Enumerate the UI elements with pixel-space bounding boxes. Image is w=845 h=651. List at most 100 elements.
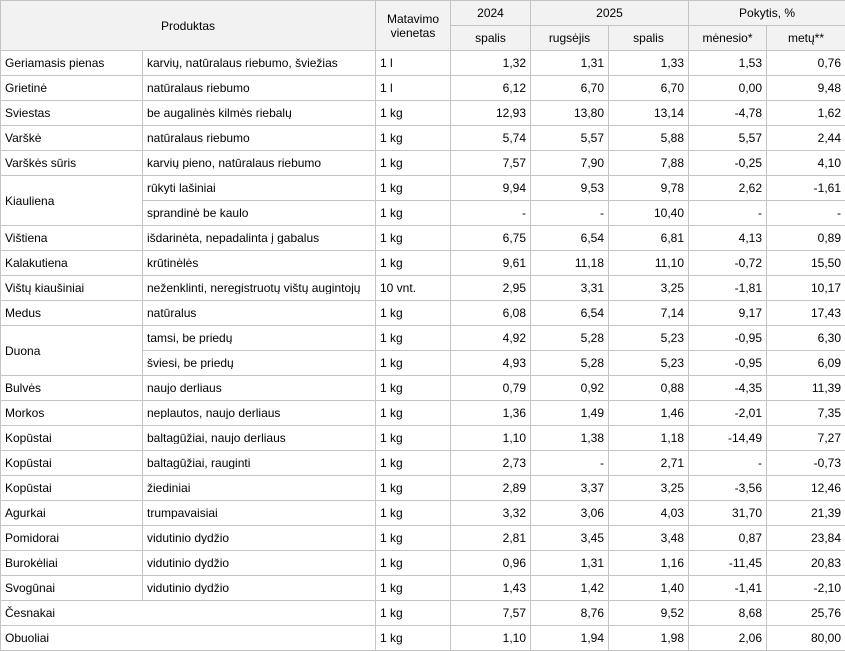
- value-cell: 2,62: [688, 175, 768, 201]
- product-cell: Sviestas: [0, 100, 143, 126]
- product-cell: Obuoliai: [0, 625, 376, 651]
- value-cell: 1,40: [607, 575, 690, 601]
- description-text: išdarinėta, nepadalinta į gabalus: [147, 232, 320, 244]
- table-row: Obuoliai 1 kg 1,10 1,94 1,98 2,06 80,00: [0, 625, 845, 651]
- header-year: 2024: [450, 0, 531, 26]
- value-cell: 13,80: [530, 100, 609, 126]
- table-row: Pomidorai vidutinio dydžio 1 kg 2,81 3,45 3,4…: [0, 525, 845, 551]
- value-cell: -: [530, 200, 609, 226]
- product-cell: Kopūstai: [0, 425, 143, 451]
- header-unit: Matavimo vienetas: [375, 0, 451, 51]
- value-cell: 23,84: [766, 525, 845, 551]
- header-change: Pokytis, %: [688, 0, 845, 26]
- value-cell: 1,98: [607, 625, 690, 651]
- table-row: Vištų kiaušiniai neženklinti, neregistruo…: [0, 275, 845, 301]
- value-cell: 1,10: [450, 625, 531, 651]
- value-cell: 80,00: [766, 625, 845, 651]
- value-cell: 5,28: [530, 350, 609, 376]
- product-cell: Medus: [0, 300, 143, 326]
- table-row: Medus natūralus 1 kg 6,08 6,54 7,14 9,17 17,43: [0, 300, 845, 326]
- value-cell: 9,61: [450, 250, 531, 276]
- value-cell: 1,46: [607, 400, 690, 426]
- table-row: Kopūstai žiediniai 1 kg 2,89 3,37 3,25 -3,56 12…: [0, 475, 845, 501]
- value-cell: 3,48: [607, 525, 690, 551]
- value-cell: 6,70: [607, 75, 690, 101]
- unit-cell: 1 l: [375, 75, 451, 101]
- value-cell: 0,89: [766, 225, 845, 251]
- value-cell: 13,14: [607, 100, 690, 126]
- description-text: vidutinio dydžio: [147, 557, 230, 569]
- table-row: Kiauliena rūkyti lašiniai 1 kg 9,94 9,53 9,78…: [0, 175, 845, 226]
- table-row: Varškė natūralaus riebumo 1 kg 5,74 5,57 5,88…: [0, 125, 845, 151]
- unit-cell: 1 kg: [375, 200, 451, 226]
- description-cell: rūkyti lašiniai: [142, 175, 376, 201]
- unit-cell: 1 kg: [375, 100, 451, 126]
- unit-cell: 1 kg: [375, 550, 451, 576]
- header-sub: metų**: [766, 25, 845, 51]
- table-row: Kopūstai baltagūžiai, naujo derliaus 1 kg 1…: [0, 425, 845, 451]
- product-cell: Duona: [0, 325, 143, 376]
- description-cell: vidutinio dydžio: [142, 550, 376, 576]
- value-cell: 1,32: [450, 50, 531, 76]
- product-cell: Burokėliai: [0, 550, 143, 576]
- description-cell: karvių pieno, natūralaus riebumo: [142, 150, 376, 176]
- value-cell: 9,78: [607, 175, 690, 201]
- table-row: Kopūstai baltagūžiai, rauginti 1 kg 2,73-2,…: [0, 450, 845, 476]
- table-row: Duona tamsi, be priedų 1 kg 4,92 5,28 5,23 -0,…: [0, 325, 845, 376]
- description-text: natūralus: [147, 307, 197, 319]
- product-cell: Česnakai: [0, 600, 376, 626]
- description-text: baltagūžiai, rauginti: [147, 457, 251, 469]
- value-cell: 3,37: [530, 475, 609, 501]
- description-cell: natūralaus riebumo: [142, 125, 376, 151]
- value-cell: 7,57: [450, 600, 531, 626]
- description-cell: be augalinės kilmės riebalų: [142, 100, 376, 126]
- description-text: karvių, natūralaus riebumo, šviežias: [147, 57, 338, 69]
- value-cell: 6,12: [450, 75, 531, 101]
- table-row: Agurkai trumpavaisiai 1 kg 3,32 3,06 4,03 31,7…: [0, 500, 845, 526]
- value-cell: 11,39: [766, 375, 845, 401]
- value-cell: -2,10: [766, 575, 845, 601]
- unit-cell: 1 kg: [375, 325, 451, 351]
- value-cell: 25,76: [766, 600, 845, 626]
- product-cell: Morkos: [0, 400, 143, 426]
- value-cell: 1,43: [450, 575, 531, 601]
- value-cell: 7,14: [607, 300, 690, 326]
- unit-cell: 1 kg: [375, 600, 451, 626]
- description-text: vidutinio dydžio: [147, 532, 230, 544]
- value-cell: 5,57: [688, 125, 768, 151]
- description-text: baltagūžiai, naujo derliaus: [147, 432, 286, 444]
- value-cell: 15,50: [766, 250, 845, 276]
- value-cell: 11,18: [530, 250, 609, 276]
- unit-cell: 1 kg: [375, 350, 451, 376]
- value-cell: 6,08: [450, 300, 531, 326]
- unit-cell: 1 kg: [375, 450, 451, 476]
- description-text: neplautos, naujo derliaus: [147, 407, 281, 419]
- product-cell: Vištiena: [0, 225, 143, 251]
- product-cell: Svogūnai: [0, 575, 143, 601]
- value-cell: -14,49: [688, 425, 768, 451]
- value-cell: 21,39: [766, 500, 845, 526]
- description-cell: šviesi, be priedų: [142, 350, 376, 376]
- description-text: sprandinė be kaulo: [147, 207, 249, 219]
- value-cell: 0,00: [688, 75, 768, 101]
- value-cell: 2,44: [766, 125, 845, 151]
- value-cell: 9,52: [607, 600, 690, 626]
- description-cell: krūtinėlės: [142, 250, 376, 276]
- description-cell: trumpavaisiai: [142, 500, 376, 526]
- unit-cell: 1 kg: [375, 625, 451, 651]
- unit-cell: 1 kg: [375, 150, 451, 176]
- value-cell: -0,95: [688, 350, 768, 376]
- value-cell: 0,79: [450, 375, 531, 401]
- unit-cell: 10 vnt.: [375, 275, 451, 301]
- value-cell: 1,33: [607, 50, 690, 76]
- value-cell: 6,75: [450, 225, 531, 251]
- value-cell: 3,25: [607, 275, 690, 301]
- value-cell: 10,17: [766, 275, 845, 301]
- value-cell: 6,70: [530, 75, 609, 101]
- value-cell: 5,28: [530, 325, 609, 351]
- description-text: karvių pieno, natūralaus riebumo: [147, 157, 322, 169]
- unit-cell: 1 kg: [375, 250, 451, 276]
- description-cell: vidutinio dydžio: [142, 525, 376, 551]
- product-cell: Grietinė: [0, 75, 143, 101]
- value-cell: 0,88: [607, 375, 690, 401]
